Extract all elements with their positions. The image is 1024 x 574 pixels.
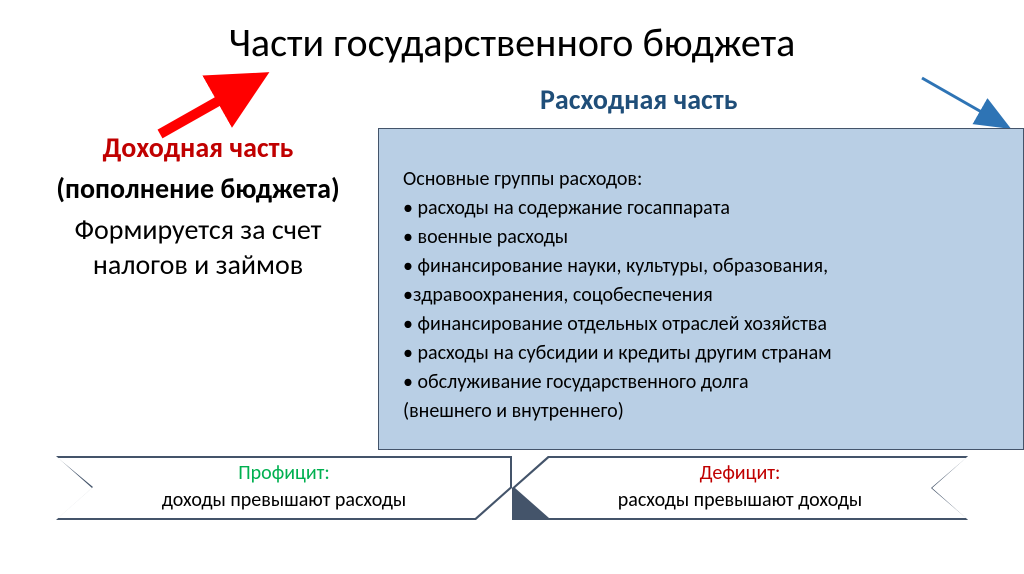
expense-heading: Расходная часть (540, 82, 738, 117)
deficit-shape: Дефицит: расходы превышают доходы (512, 456, 968, 520)
surplus-text: Профицит: доходы превышают расходы (56, 456, 512, 514)
bottom-row: Профицит: доходы превышают расходы Дефиц… (56, 456, 968, 520)
surplus-shape: Профицит: доходы превышают расходы (56, 456, 512, 520)
expense-box: Основные группы расходов: • расходы на с… (378, 128, 1024, 450)
income-subheading: (пополнение бюджета) (48, 171, 348, 206)
expense-item: • расходы на содержание госаппарата (403, 194, 1005, 223)
income-column: Доходная часть (пополнение бюджета) Форм… (48, 130, 348, 282)
income-body: Формируется за счет налогов и займов (48, 212, 348, 282)
surplus-label-2: доходы превышают расходы (56, 487, 512, 514)
deficit-label-2: расходы превышают доходы (512, 487, 968, 514)
expense-item: • финансирование науки, культуры, образо… (403, 252, 1005, 281)
income-heading: Доходная часть (48, 130, 348, 165)
expense-item: • финансирование отдельных отраслей хозя… (403, 310, 1005, 339)
deficit-text: Дефицит: расходы превышают доходы (512, 456, 968, 514)
expense-item: • обслуживание государственного долга (403, 368, 1005, 397)
expense-item: •здравоохранения, соцобеспечения (403, 281, 1005, 310)
page-title: Части государственного бюджета (0, 0, 1024, 67)
deficit-label-1: Дефицит: (512, 460, 968, 487)
expense-item: (внешнего и внутреннего) (403, 397, 1005, 426)
expense-lead: Основные группы расходов: (403, 165, 1005, 194)
surplus-label-1: Профицит: (56, 460, 512, 487)
expense-item: • расходы на субсидии и кредиты другим с… (403, 339, 1005, 368)
expense-item: • военные расходы (403, 223, 1005, 252)
